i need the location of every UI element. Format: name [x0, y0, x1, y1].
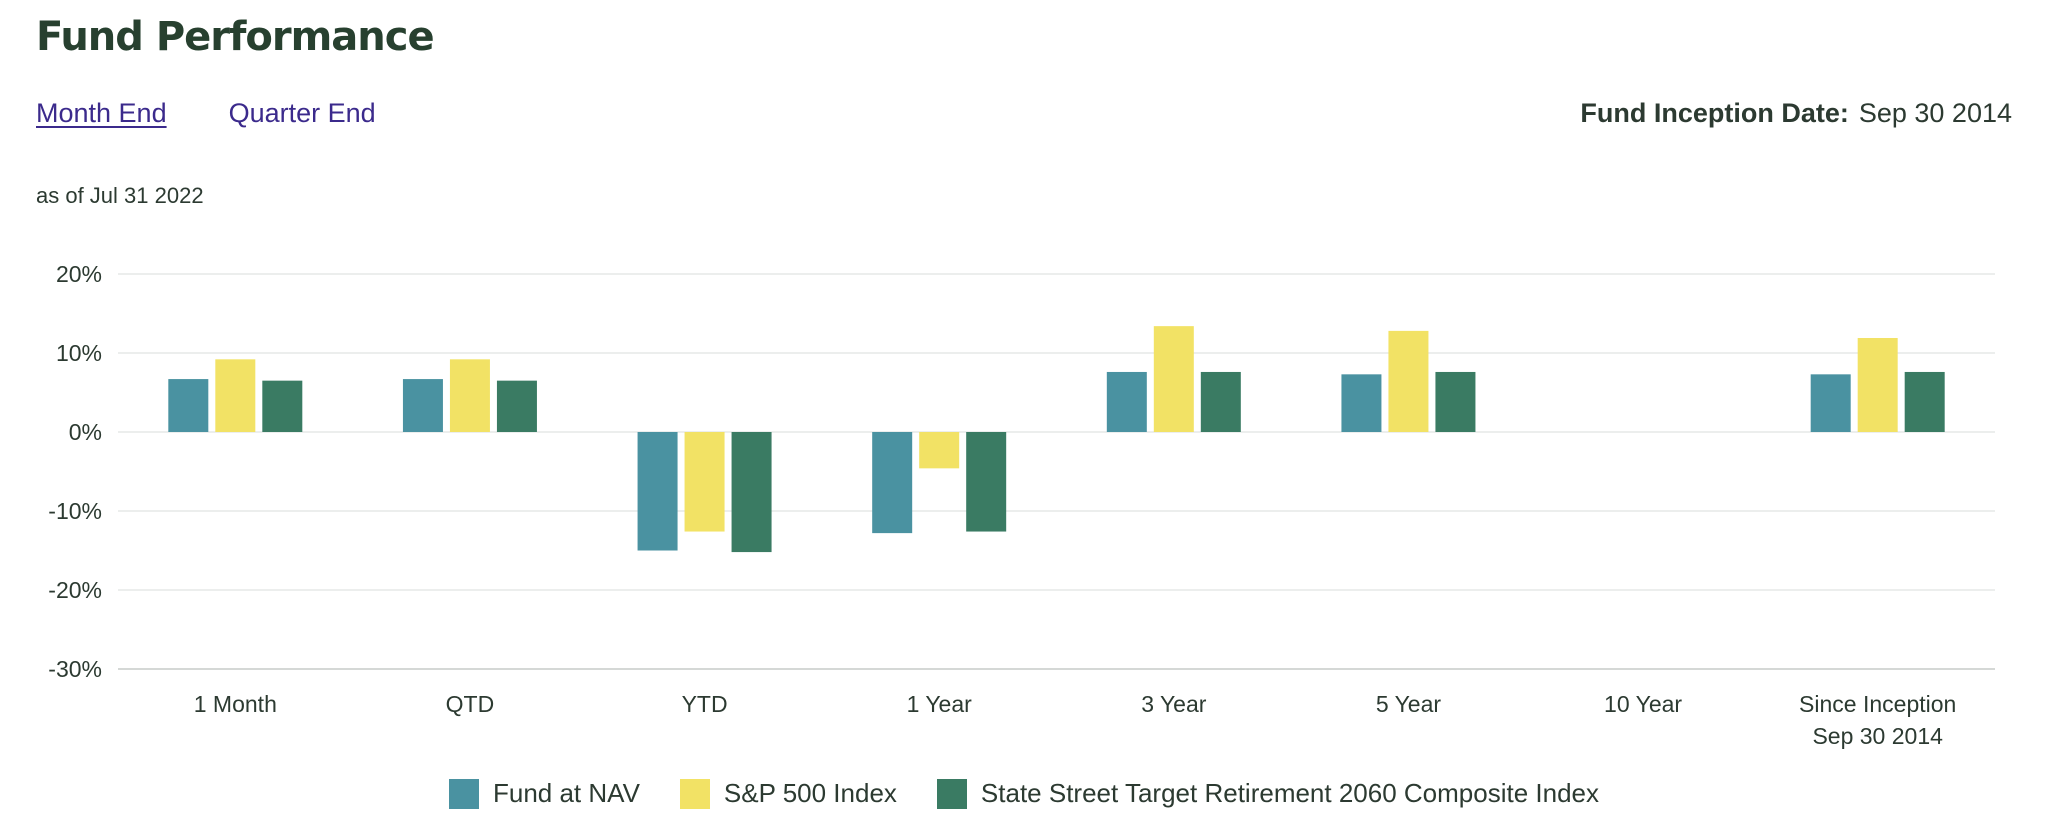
- page-title: Fund Performance: [36, 14, 435, 60]
- y-tick-label: 0%: [69, 419, 102, 445]
- tab-quarter-end[interactable]: Quarter End: [228, 98, 376, 128]
- legend-swatch: [448, 778, 479, 809]
- x-tick-label: 3 Year: [1141, 691, 1207, 717]
- bar[interactable]: [1341, 374, 1382, 432]
- bar[interactable]: [496, 380, 537, 432]
- bar[interactable]: [1435, 371, 1476, 432]
- bar[interactable]: [1857, 337, 1898, 432]
- bar[interactable]: [1388, 330, 1429, 432]
- x-tick-label: QTD: [446, 691, 495, 717]
- bar[interactable]: [919, 432, 960, 469]
- legend-swatch: [679, 778, 710, 809]
- bar[interactable]: [402, 379, 443, 432]
- x-tick-label: Sep 30 2014: [1812, 723, 1943, 749]
- chart-legend: Fund at NAV S&P 500 Index State Street Tar…: [0, 778, 2048, 809]
- inception-label: Fund Inception Date:: [1580, 98, 1849, 128]
- legend-item[interactable]: Fund at NAV: [448, 778, 640, 809]
- bar[interactable]: [684, 432, 725, 532]
- bar[interactable]: [1153, 326, 1194, 432]
- x-tick-label: YTD: [682, 691, 728, 717]
- x-tick-label: 1 Month: [194, 691, 277, 717]
- legend-label: Fund at NAV: [492, 778, 640, 808]
- legend-label: S&P 500 Index: [723, 778, 897, 808]
- bar[interactable]: [1106, 371, 1147, 432]
- x-tick-label: Since Inception: [1799, 691, 1956, 717]
- bar[interactable]: [1200, 371, 1241, 432]
- fund-inception-date: Fund Inception Date: Sep 30 2014: [1580, 98, 2012, 129]
- y-tick-label: 20%: [56, 261, 102, 287]
- legend-swatch: [936, 778, 967, 809]
- tab-month-end[interactable]: Month End: [36, 98, 167, 128]
- y-tick-label: -10%: [48, 498, 102, 524]
- y-tick-label: -30%: [48, 656, 102, 682]
- bar[interactable]: [449, 359, 490, 432]
- bar[interactable]: [637, 432, 678, 551]
- as-of-date: as of Jul 31 2022: [36, 183, 204, 208]
- period-tabs: Month End Quarter End: [36, 98, 376, 129]
- y-tick-label: -20%: [48, 577, 102, 603]
- x-tick-label: 1 Year: [907, 691, 973, 717]
- bar[interactable]: [872, 432, 913, 534]
- inception-value: Sep 30 2014: [1858, 98, 2012, 128]
- bar[interactable]: [168, 379, 209, 432]
- x-tick-label: 5 Year: [1376, 691, 1442, 717]
- bar[interactable]: [731, 432, 772, 553]
- bar[interactable]: [215, 359, 256, 432]
- y-tick-label: 10%: [56, 340, 102, 366]
- bar[interactable]: [1810, 374, 1851, 432]
- legend-item[interactable]: S&P 500 Index: [679, 778, 897, 809]
- bar[interactable]: [966, 432, 1007, 532]
- legend-item[interactable]: State Street Target Retirement 2060 Comp…: [936, 778, 1600, 809]
- legend-label: State Street Target Retirement 2060 Comp…: [980, 778, 1600, 808]
- bar[interactable]: [262, 380, 303, 432]
- bar[interactable]: [1904, 371, 1945, 432]
- x-tick-label: 10 Year: [1604, 691, 1682, 717]
